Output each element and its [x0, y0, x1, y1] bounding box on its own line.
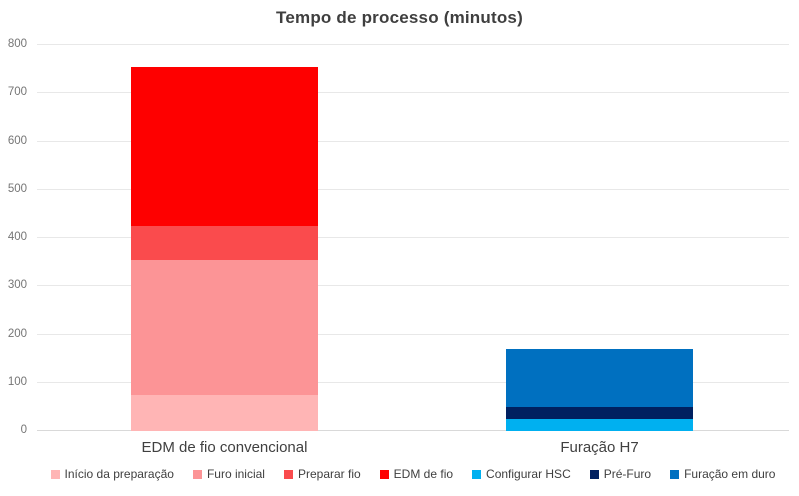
legend-swatch-icon	[379, 470, 389, 479]
legend-item-inicio-da-preparacao: Início da preparação	[50, 467, 174, 482]
legend-label: Pré-Furo	[603, 467, 652, 481]
bar-segment-edm-de-fio	[131, 66, 318, 226]
bar-segment-pre-furo	[506, 406, 693, 419]
legend-label: Furo inicial	[206, 467, 265, 481]
bar-segment-preparar-fio	[131, 225, 318, 260]
legend-swatch-icon	[192, 470, 202, 479]
gridline	[37, 44, 789, 45]
x-axis-line	[37, 430, 789, 431]
legend-swatch-icon	[589, 470, 599, 479]
y-axis-tick-label: 400	[7, 231, 27, 243]
y-axis-tick-label: 500	[7, 182, 27, 195]
legend: Início da preparação Furo inicial Preparar…	[37, 467, 789, 482]
legend-label: Início da preparação	[64, 467, 174, 481]
legend-item-furo-inicial: Furo inicial	[192, 467, 265, 482]
y-axis-tick-label: 200	[7, 327, 27, 340]
bar-segment-inicio-da-preparacao	[131, 394, 318, 431]
legend-label: Configurar HSC	[486, 467, 571, 481]
category-label-edm-de-fio-convencional: EDM de fio convencional	[141, 439, 308, 456]
bar-segment-furo-inicial	[131, 259, 318, 395]
legend-swatch-icon	[50, 470, 60, 479]
bar-segment-configurar-hsc	[506, 418, 693, 431]
gridline	[37, 237, 789, 238]
legend-label: Furação em duro	[684, 467, 776, 481]
legend-swatch-icon	[670, 470, 680, 479]
legend-item-edm-de-fio: EDM de fio	[379, 467, 454, 482]
y-axis-tick-label: 0	[20, 424, 27, 436]
legend-label: Preparar fio	[297, 467, 361, 481]
legend-swatch-icon	[283, 470, 293, 479]
legend-swatch-icon	[472, 470, 482, 479]
gridline	[37, 140, 789, 142]
legend-item-preparar-fio: Preparar fio	[283, 467, 361, 482]
legend-label: EDM de fio	[393, 467, 454, 481]
legend-item-pre-furo: Pré-Furo	[589, 467, 652, 482]
y-axis-tick-label: 600	[7, 134, 27, 147]
chart-title: Tempo de processo (minutos)	[276, 8, 523, 27]
y-axis-tick-label: 100	[7, 375, 27, 388]
gridline	[37, 333, 789, 335]
bar-segment-furacao-em-duro	[506, 348, 693, 407]
gridline	[37, 285, 789, 287]
y-axis-tick-label: 700	[7, 86, 27, 99]
gridline	[37, 381, 789, 383]
legend-item-furacao-em-duro: Furação em duro	[670, 467, 775, 482]
gridline	[37, 188, 789, 190]
gridline	[37, 92, 789, 94]
y-axis-tick-label: 300	[7, 279, 27, 292]
legend-item-configurar-hsc: Configurar HSC	[472, 467, 571, 482]
y-axis-tick-label: 800	[7, 38, 27, 50]
category-label-furacao-h7: Furação H7	[560, 439, 639, 456]
